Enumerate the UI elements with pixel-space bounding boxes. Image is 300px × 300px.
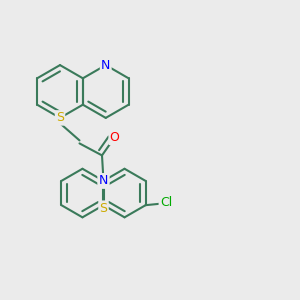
- Text: S: S: [100, 202, 107, 215]
- Text: N: N: [99, 174, 108, 188]
- Text: Cl: Cl: [160, 196, 172, 209]
- Text: S: S: [56, 111, 64, 124]
- Text: N: N: [101, 58, 110, 72]
- Text: N: N: [99, 174, 108, 188]
- Text: O: O: [110, 131, 119, 144]
